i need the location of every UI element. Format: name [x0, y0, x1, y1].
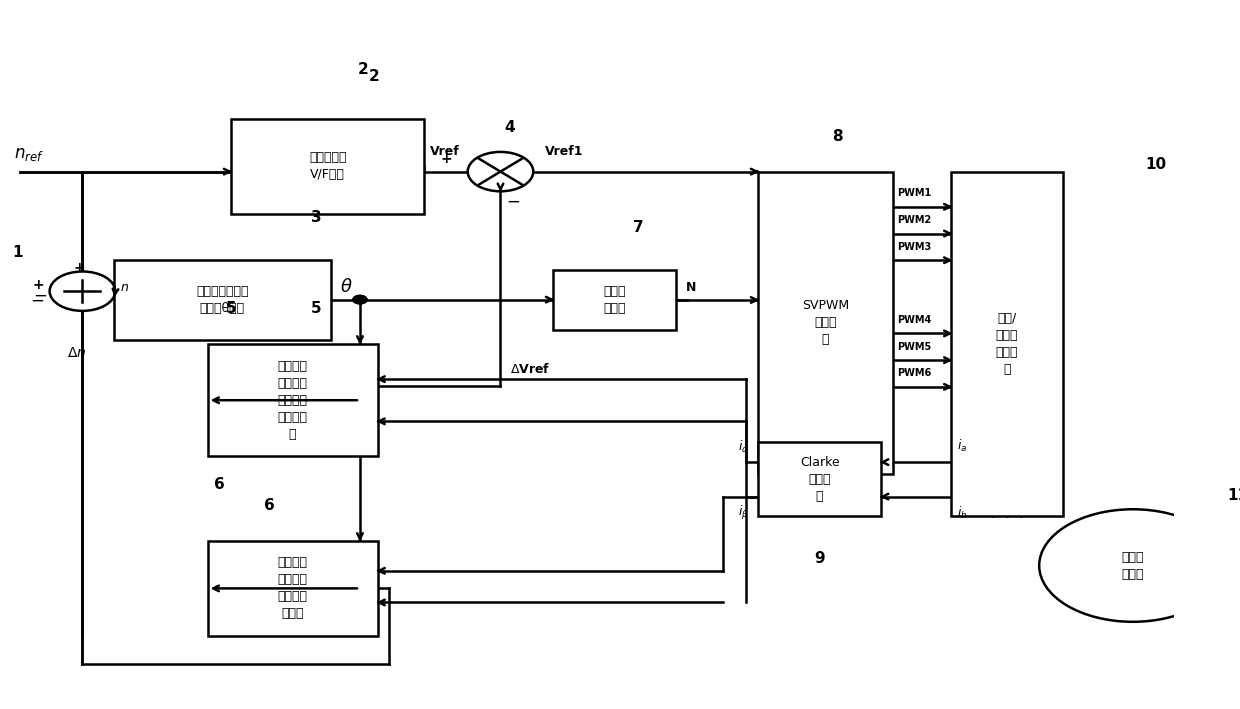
Text: 恒压频率比
V/F模块: 恒压频率比 V/F模块	[309, 151, 346, 182]
Circle shape	[467, 152, 533, 191]
Text: $i_b$: $i_b$	[957, 505, 968, 521]
Text: 6: 6	[215, 477, 224, 492]
Text: PWM1: PWM1	[898, 189, 931, 199]
Text: −: −	[506, 193, 521, 211]
Circle shape	[50, 272, 115, 311]
Circle shape	[1039, 509, 1226, 622]
Text: $i_\beta$: $i_\beta$	[738, 503, 749, 522]
Text: $\theta$: $\theta$	[340, 278, 352, 296]
Text: n: n	[122, 281, 129, 294]
Text: 11: 11	[1228, 488, 1240, 503]
Text: −: −	[32, 286, 47, 304]
Bar	[553, 270, 676, 330]
Text: 定子空间矢量给
定角度θ模块: 定子空间矢量给 定角度θ模块	[196, 285, 248, 315]
Text: +: +	[73, 260, 86, 274]
Text: $n_{ref}$: $n_{ref}$	[15, 145, 45, 163]
Bar	[208, 541, 377, 636]
Text: $\Delta n$: $\Delta n$	[67, 346, 87, 360]
Text: $i_a$: $i_a$	[957, 437, 967, 454]
Text: PWM4: PWM4	[898, 315, 931, 325]
Text: +: +	[32, 278, 43, 292]
Circle shape	[353, 296, 367, 304]
Bar	[951, 172, 1063, 516]
Text: PWM6: PWM6	[898, 369, 931, 379]
Text: Vref1: Vref1	[546, 145, 584, 157]
Text: 2: 2	[357, 62, 368, 77]
Text: 7: 7	[632, 220, 644, 235]
Text: 9: 9	[815, 551, 825, 566]
Text: 5: 5	[226, 301, 237, 316]
Text: +: +	[440, 152, 453, 166]
Bar	[758, 172, 893, 474]
Text: 8: 8	[832, 129, 842, 144]
Text: 扇区计
算模块: 扇区计 算模块	[604, 285, 626, 315]
Text: SVPWM
调制模
块: SVPWM 调制模 块	[802, 299, 849, 346]
Text: 2: 2	[370, 69, 379, 84]
Text: 10: 10	[1146, 157, 1167, 172]
Bar	[758, 442, 882, 516]
Text: Vref: Vref	[430, 145, 460, 157]
Bar	[114, 259, 331, 340]
Text: 5: 5	[311, 301, 321, 316]
Text: 整流/
三相逆
变器模
块: 整流/ 三相逆 变器模 块	[996, 312, 1018, 376]
Text: $\Delta$Vref: $\Delta$Vref	[510, 362, 551, 376]
Circle shape	[353, 296, 367, 304]
Text: PWM3: PWM3	[898, 242, 931, 252]
Text: 6: 6	[264, 498, 274, 513]
Text: 1: 1	[12, 245, 24, 260]
Text: 同步磁
阻电机: 同步磁 阻电机	[1122, 550, 1145, 581]
Text: $i_\alpha$: $i_\alpha$	[738, 439, 749, 455]
Text: N: N	[686, 281, 696, 294]
Bar	[231, 119, 424, 214]
Text: 4: 4	[505, 120, 515, 135]
Text: PWM2: PWM2	[898, 215, 931, 225]
Text: 基于无功
功率计算
的电压幅
值补偿模
块: 基于无功 功率计算 的电压幅 值补偿模 块	[278, 359, 308, 441]
Text: 基于有功
功率计算
的角度补
偿模块: 基于有功 功率计算 的角度补 偿模块	[278, 557, 308, 620]
Bar	[208, 344, 377, 457]
Text: Clarke
变换模
块: Clarke 变换模 块	[800, 456, 839, 503]
Text: PWM5: PWM5	[898, 342, 931, 352]
Text: −: −	[30, 292, 43, 310]
Text: 3: 3	[311, 210, 321, 225]
